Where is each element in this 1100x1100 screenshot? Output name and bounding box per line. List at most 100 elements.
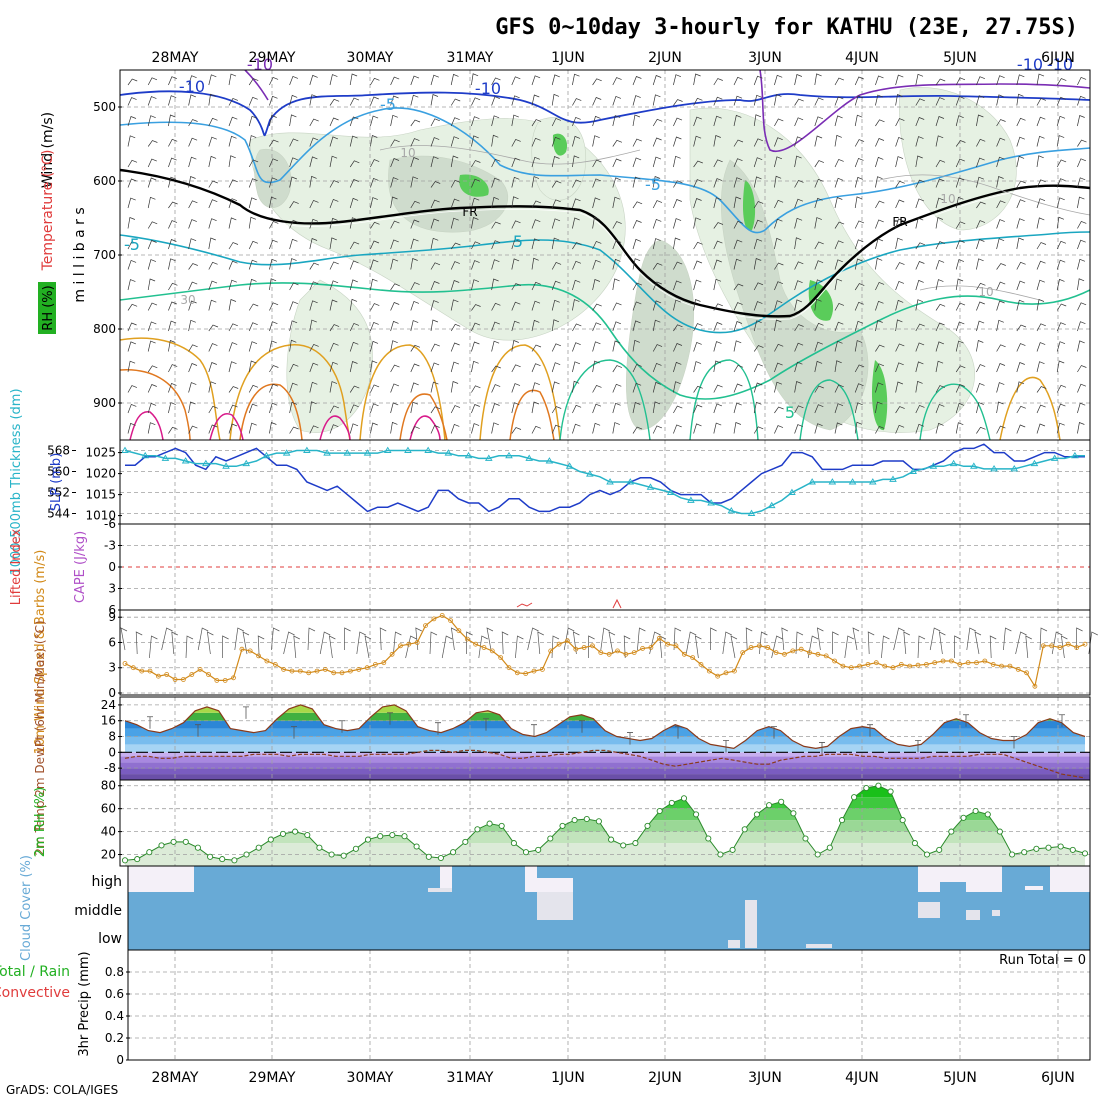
rh-point (851, 794, 858, 801)
wind-speed-point (197, 667, 203, 672)
upper-wind-barb (713, 422, 722, 434)
upper-wind-barb (127, 159, 138, 168)
y-label-10m-wind: 10m Wind Speed & Barbs (m/s) (33, 550, 48, 755)
upper-wind-barb (834, 403, 844, 414)
upper-wind-barb (733, 258, 742, 270)
upper-wind-barb (430, 319, 439, 332)
upper-wind-barb (774, 300, 783, 311)
series-2m-dewpt (124, 749, 1086, 779)
upper-wind-barb (713, 384, 723, 393)
thickness-point (303, 446, 311, 453)
upper-wind-barb (551, 180, 562, 188)
upper-wind-barb (652, 137, 662, 147)
upper-wind-barb (1056, 135, 1065, 147)
upper-wind-barb (208, 324, 219, 332)
upper-wind-barb (572, 242, 582, 250)
upper-wind-barb (955, 340, 964, 352)
rh-point (364, 836, 372, 843)
wind-speed-point (757, 643, 762, 649)
rh-point (1021, 849, 1028, 856)
upper-wind-barb (592, 240, 602, 250)
top-date-1JUN: 1JUN (551, 50, 585, 66)
rh-point (413, 843, 420, 850)
upper-wind-barb (269, 422, 277, 434)
wind-speed-point (773, 650, 779, 655)
upper-wind-barb (471, 279, 480, 291)
upper-wind-barb (592, 360, 600, 373)
upper-wind-barb (511, 138, 521, 147)
upper-wind-barb (511, 427, 522, 434)
wind10m-barb (171, 631, 178, 655)
upper-wind-barb (976, 201, 986, 209)
upper-wind-barb (915, 242, 926, 250)
upper-wind-barb (390, 158, 400, 168)
wind-speed-point (322, 667, 328, 672)
wind10m-barb (293, 635, 300, 659)
upper-wind-barb (915, 98, 925, 106)
upper-wind-barb (208, 93, 216, 106)
wind10m-barb (881, 635, 890, 659)
wind-speed-point (698, 662, 704, 667)
upper-wind-barb (673, 343, 683, 352)
upper-wind-barb (632, 426, 643, 434)
wind10m-barb (637, 627, 646, 651)
upper-wind-barb (753, 258, 762, 270)
wind-speed-point (189, 672, 195, 677)
y-tick-label: 0 (108, 686, 116, 700)
upper-wind-barb (208, 180, 218, 188)
upper-wind-barb (471, 260, 480, 270)
upper-wind-barb (976, 426, 986, 434)
upper-wind-barb (814, 178, 824, 188)
upper-wind-barb (753, 238, 763, 250)
upper-wind-barb (774, 281, 784, 291)
upper-wind-barb (673, 381, 681, 393)
rh2m-panel: 20 40 60 80 2m RH (%) (33, 779, 1091, 867)
wind-speed-point (331, 670, 337, 676)
upper-wind-barb (814, 73, 822, 86)
thickness-slp-panel: 544 552 560 568 1010 1015 1020 1025 1000-500mb … (9, 388, 1091, 576)
upper-wind-barb (228, 299, 237, 311)
upper-wind-barb (733, 196, 742, 209)
wind-speed-point (740, 650, 746, 655)
upper-wind-barb (228, 386, 239, 393)
upper-wind-barb (774, 425, 784, 434)
upper-wind-barb (935, 217, 944, 229)
wind-speed-point (523, 671, 529, 676)
upper-wind-barb (1036, 279, 1045, 291)
upper-wind-barb (915, 323, 925, 332)
upper-wind-barb (935, 78, 946, 86)
upper-wind-barb (450, 342, 460, 352)
upper-wind-barb (188, 219, 197, 229)
upper-wind-barb (733, 364, 744, 373)
upper-wind-barb (329, 342, 339, 352)
upper-wind-barb (390, 383, 400, 393)
upper-wind-barb (935, 259, 945, 270)
wind10m-barb (852, 627, 860, 651)
upper-wind-barb (168, 95, 177, 106)
upper-wind-barb (612, 258, 621, 270)
upper-wind-barb (168, 282, 178, 291)
cloud-patch-14 (992, 910, 1000, 916)
upper-wind-barb (713, 78, 723, 86)
y-label-slp: SLP (mb) (49, 453, 64, 512)
upper-wind-barb (955, 240, 965, 250)
upper-wind-barb (854, 196, 863, 209)
upper-wind-barb (491, 384, 501, 393)
upper-wind-barb (228, 179, 238, 188)
upper-wind-barb (794, 237, 802, 250)
wind-speed-point (598, 650, 604, 655)
rh-point (547, 835, 554, 842)
upper-wind-barb (1036, 116, 1046, 127)
upper-wind-barb (289, 282, 299, 291)
wind10m-barb (759, 631, 768, 655)
upper-wind-barb (228, 404, 238, 414)
upper-wind-barb (572, 217, 580, 229)
wind-speed-point (865, 662, 871, 667)
upper-wind-barb (450, 136, 460, 147)
upper-wind-barb (551, 424, 561, 434)
precip-grid (128, 950, 1090, 1060)
upper-wind-barb (834, 221, 845, 229)
upper-wind-barb (269, 220, 279, 229)
upper-wind-barb (491, 96, 501, 106)
